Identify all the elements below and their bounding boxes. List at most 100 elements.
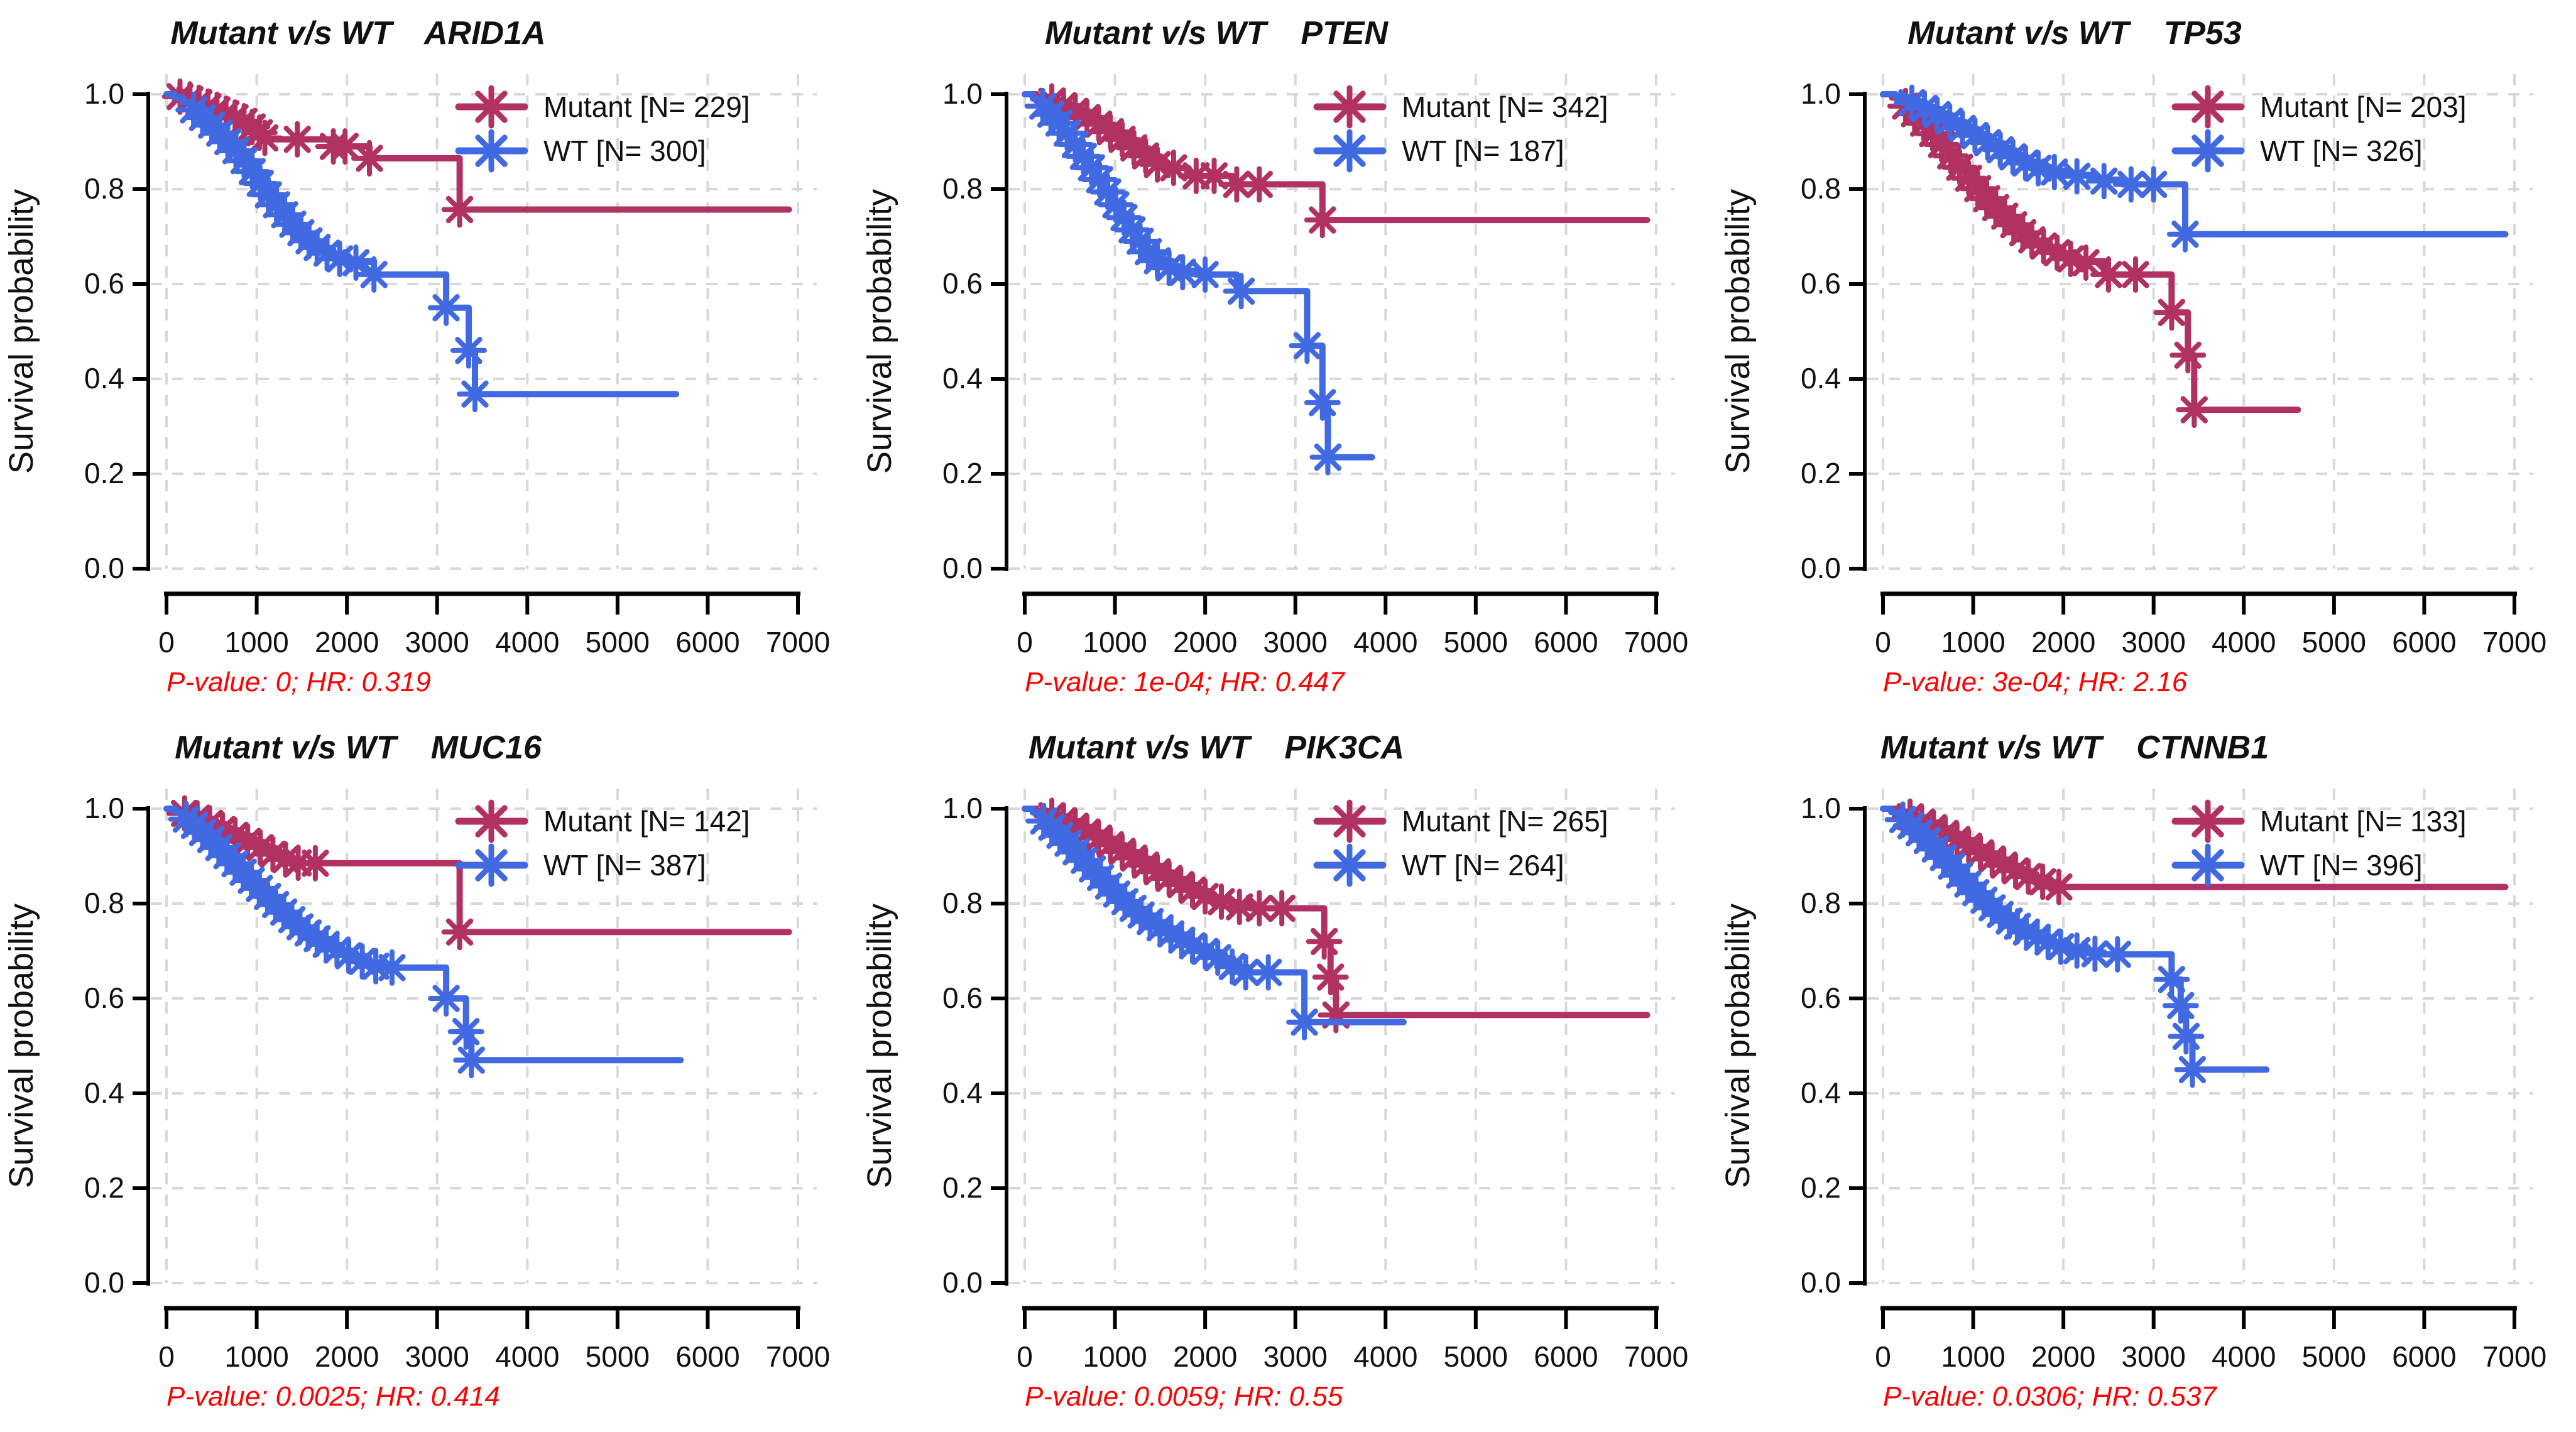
asterisk-ray [356, 145, 383, 172]
asterisk-ray [475, 849, 508, 882]
legend-marker-wt [2186, 843, 2230, 887]
censor-mark [1304, 202, 1341, 239]
censor-mark [2168, 1018, 2205, 1055]
censor-mark [2135, 166, 2172, 203]
asterisk-ray [1310, 927, 1338, 956]
censor-mark [2169, 337, 2207, 374]
censor-mark [373, 949, 410, 986]
asterisk-ray [1061, 131, 1089, 158]
x-axis-tick-label: 1000 [1941, 626, 2005, 659]
asterisk-ray [1155, 865, 1183, 892]
asterisk-ray [1179, 877, 1206, 904]
x-axis-tick-label: 3000 [1263, 1340, 1328, 1373]
asterisk-ray [302, 850, 329, 877]
asterisk-ray [2014, 863, 2042, 890]
legend-label-mutant: Mutant [N= 265] [1402, 805, 1608, 838]
asterisk-ray [1096, 831, 1125, 859]
censor-marks-mutant [1887, 87, 2213, 429]
y-axis-tick-label: 0.6 [1801, 267, 1841, 300]
asterisk-ray [461, 380, 489, 408]
y-axis-tick-label: 0.4 [84, 362, 124, 395]
x-axis-tick-label: 3000 [1263, 626, 1328, 659]
censor-mark [441, 191, 478, 228]
y-axis-tick-label: 0.2 [84, 1171, 124, 1204]
asterisk-ray [432, 294, 460, 322]
asterisk-ray [2002, 857, 2029, 885]
asterisk-ray [2095, 261, 2122, 288]
y-axis-tick-label: 1.0 [1801, 792, 1841, 824]
asterisk-ray [1073, 104, 1101, 131]
panel-title-prefix: Mutant v/s WT [170, 15, 395, 52]
x-axis-tick-label: 5000 [586, 626, 650, 659]
asterisk-ray [1232, 958, 1260, 987]
y-axis-tick-label: 0.2 [942, 457, 983, 489]
x-axis-tick-label: 1000 [1083, 1340, 1147, 1373]
km-panel-TP53: 0.0 0.2 0.4 0.6 0.8 1.0 0 1000 2000 3000 4000 5000 6… [1719, 15, 2546, 697]
panel-MUC16: 0.0 0.2 0.4 0.6 0.8 1.0 0 1000 2000 3000 4000 5000 6… [0, 714, 858, 1429]
censor-marks-mutant [1034, 83, 1341, 239]
asterisk-ray [1168, 926, 1196, 954]
asterisk-ray [2018, 226, 2046, 254]
censor-mark [428, 289, 465, 326]
panel-title: Mutant v/s WT ARID1A [170, 15, 545, 52]
legend: Mutant [N= 142] WT [N= 387] [455, 799, 750, 887]
x-axis-tick-label: 1000 [224, 1340, 288, 1373]
asterisk-ray [2191, 849, 2224, 882]
asterisk-ray [360, 261, 388, 288]
asterisk-ray [251, 124, 279, 152]
y-axis-title: Survival probability [3, 189, 40, 474]
y-axis-tick-label: 0.8 [84, 887, 124, 919]
km-panel-PTEN: 0.0 0.2 0.4 0.6 0.8 1.0 0 1000 2000 3000 4000 5000 6… [861, 15, 1688, 697]
asterisk-ray [1204, 944, 1231, 971]
asterisk-ray [1911, 94, 1938, 123]
gridlines [1009, 74, 1675, 570]
x-axis-tick-label: 4000 [1353, 1340, 1417, 1373]
y-axis-title: Survival probability [1719, 189, 1757, 474]
x-axis-tick-label: 6000 [2392, 1340, 2456, 1373]
x-axis-tick-label: 1000 [1083, 626, 1147, 659]
asterisk-ray [1293, 332, 1321, 359]
x-axis-tick-label: 5000 [2302, 1340, 2366, 1373]
x-axis-tick-label: 0 [1017, 626, 1033, 659]
censor-marks-wt [1893, 84, 2203, 253]
asterisk-ray [2191, 134, 2224, 167]
asterisk-ray [2158, 298, 2186, 326]
y-axis-tick-label: 0.6 [84, 981, 124, 1014]
legend-label-mutant: Mutant [N= 342] [1402, 90, 1608, 123]
legend: Mutant [N= 265] WT [N= 264] [1313, 799, 1608, 887]
y-axis-tick-label: 0.8 [1801, 887, 1841, 919]
asterisk-ray [1160, 154, 1187, 182]
x-axis-tick-label: 4000 [495, 626, 559, 659]
x-axis-tick-label: 2000 [1173, 626, 1237, 659]
censor-mark [327, 128, 364, 165]
legend-marker-mutant [469, 85, 513, 129]
y-axis-tick-label: 0.4 [1801, 362, 1841, 395]
censor-mark [2085, 163, 2122, 200]
censor-marks-wt [168, 801, 490, 1079]
panel-TP53: 0.0 0.2 0.4 0.6 0.8 1.0 0 1000 2000 3000 4000 5000 6… [1716, 0, 2575, 714]
panel-title-prefix: Mutant v/s WT [1880, 730, 2105, 766]
y-axis-tick-label: 0.8 [84, 172, 124, 205]
panel-CTNNB1: 0.0 0.2 0.4 0.6 0.8 1.0 0 1000 2000 3000 4000 5000 6… [1716, 714, 2575, 1429]
asterisk-ray [2043, 239, 2071, 266]
censor-mark [254, 836, 292, 873]
censor-marks-wt [1025, 802, 1323, 1041]
x-axis-tick-label: 4000 [1353, 626, 1417, 659]
asterisk-ray [455, 337, 483, 364]
x-axis-tick-label: 6000 [2392, 626, 2456, 659]
censor-mark [246, 119, 283, 156]
asterisk-ray [246, 834, 274, 861]
x-axis-tick-label: 6000 [1534, 626, 1598, 659]
x-axis-tick-label: 3000 [2122, 626, 2186, 659]
y-axis-tick-label: 0.0 [84, 552, 124, 584]
censor-mark [2077, 936, 2114, 973]
legend-marker-wt [1328, 843, 1372, 887]
asterisk-ray [2012, 149, 2039, 177]
y-axis-tick-label: 0.4 [84, 1076, 124, 1109]
x-axis-tick-label: 6000 [675, 1340, 740, 1373]
y-axis-title: Survival probability [861, 904, 898, 1188]
censor-marks-wt [1024, 87, 1346, 476]
x-axis-tick-label: 5000 [586, 1340, 650, 1373]
censor-mark [1241, 890, 1278, 927]
asterisk-ray [1218, 953, 1246, 981]
